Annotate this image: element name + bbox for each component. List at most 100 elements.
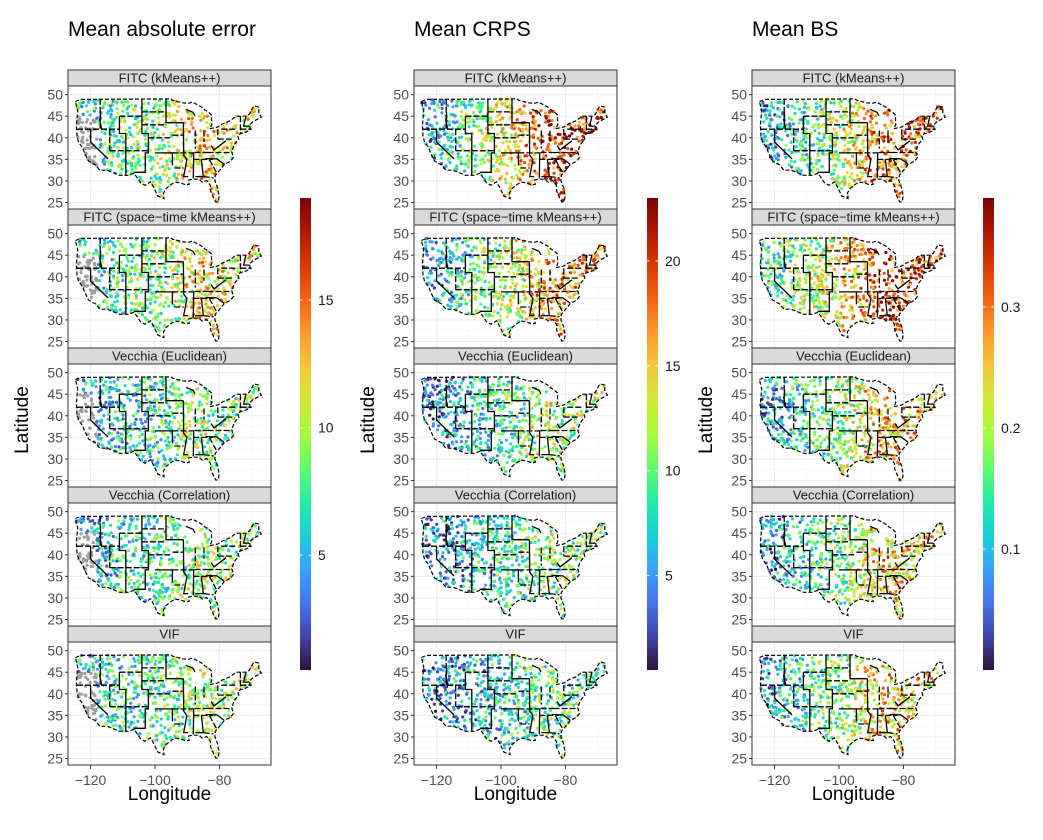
- data-point: [177, 427, 181, 431]
- data-point: [491, 314, 495, 318]
- data-point: [109, 107, 113, 111]
- data-point: [145, 447, 149, 451]
- data-point: [541, 270, 546, 275]
- data-point: [447, 273, 451, 277]
- data-point: [162, 657, 166, 661]
- data-point: [246, 678, 250, 682]
- data-point: [95, 541, 99, 546]
- data-point: [557, 142, 562, 146]
- data-point: [141, 580, 146, 585]
- data-point: [103, 102, 107, 106]
- data-point: [497, 438, 502, 442]
- data-point: [180, 299, 184, 303]
- data-point: [163, 586, 167, 591]
- data-point: [124, 247, 128, 251]
- data-point: [79, 126, 83, 130]
- data-point: [116, 431, 120, 435]
- data-point: [115, 291, 119, 295]
- data-point: [535, 297, 539, 302]
- data-point: [207, 537, 211, 541]
- data-point: [81, 112, 85, 116]
- data-point: [533, 157, 537, 161]
- data-point: [84, 392, 88, 397]
- data-point: [448, 435, 452, 439]
- data-point: [197, 276, 201, 280]
- data-point: [168, 239, 173, 243]
- data-point: [505, 163, 509, 168]
- data-point: [208, 272, 212, 276]
- data-point: [89, 379, 93, 383]
- data-point: [508, 140, 512, 144]
- data-point: [171, 413, 175, 417]
- data-point: [110, 432, 114, 436]
- data-point: [529, 111, 533, 115]
- data-point: [97, 699, 101, 703]
- data-point: [458, 144, 462, 148]
- data-point: [124, 128, 128, 132]
- data-point: [113, 679, 117, 683]
- data-point: [177, 393, 181, 397]
- data-point: [153, 662, 157, 666]
- data-point: [208, 145, 212, 149]
- data-point: [162, 454, 166, 458]
- data-point: [446, 303, 450, 307]
- data-point: [528, 315, 532, 320]
- state-border: [98, 250, 103, 269]
- data-point: [448, 249, 452, 253]
- data-point: [201, 394, 205, 398]
- data-point: [252, 388, 256, 392]
- data-point: [475, 117, 479, 121]
- data-point: [96, 437, 100, 441]
- data-point: [145, 558, 149, 562]
- y-tick-label: 35: [393, 290, 409, 306]
- data-point: [209, 710, 213, 714]
- data-point: [106, 306, 110, 310]
- data-point: [97, 546, 101, 551]
- data-point: [155, 738, 159, 742]
- state-border: [89, 268, 109, 299]
- data-point: [167, 596, 171, 601]
- data-point: [120, 163, 124, 167]
- data-point: [167, 440, 171, 444]
- data-point: [200, 292, 204, 296]
- data-point: [152, 598, 157, 602]
- data-point: [197, 403, 201, 408]
- data-point: [206, 551, 210, 555]
- data-point: [158, 329, 162, 333]
- data-point: [175, 245, 179, 249]
- data-point: [544, 404, 548, 408]
- data-point: [161, 254, 165, 258]
- data-point: [101, 160, 105, 164]
- data-point: [149, 417, 153, 421]
- data-point: [92, 416, 96, 420]
- data-point: [94, 379, 98, 383]
- data-point: [479, 290, 483, 294]
- data-point: [154, 701, 158, 705]
- data-point: [505, 139, 509, 143]
- data-point: [558, 327, 563, 332]
- data-point: [454, 104, 458, 108]
- data-point: [505, 105, 509, 109]
- data-point: [228, 260, 232, 264]
- data-point: [160, 418, 164, 422]
- data-point: [170, 582, 175, 586]
- data-point: [544, 116, 549, 120]
- data-point: [82, 281, 86, 285]
- data-point: [170, 657, 175, 661]
- data-point: [109, 112, 113, 116]
- data-point: [494, 144, 499, 148]
- data-point: [106, 715, 110, 719]
- data-point: [156, 580, 161, 585]
- data-point: [197, 251, 201, 255]
- data-point: [155, 602, 159, 606]
- data-point: [206, 126, 210, 130]
- data-point: [127, 377, 131, 381]
- data-point: [99, 564, 103, 568]
- y-tick-label: 50: [47, 87, 63, 103]
- data-point: [440, 111, 444, 115]
- data-point: [176, 420, 181, 424]
- data-point: [154, 659, 158, 663]
- data-point: [142, 425, 146, 429]
